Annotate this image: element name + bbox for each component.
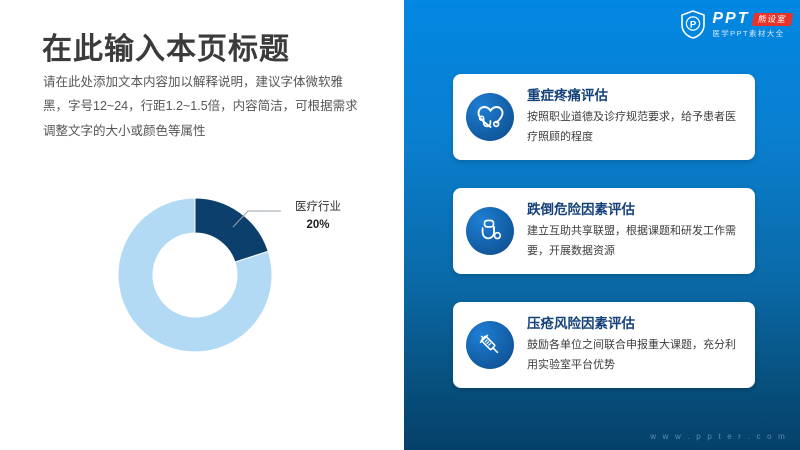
feature-card-1-title: 重症疼痛评估 [527, 88, 608, 104]
feature-card-3-body: 压疮风险因素评估 鼓励各单位之间联合申报重大课题，充分利用实验室平台优势 [527, 315, 753, 375]
feature-card-3[interactable]: 压疮风险因素评估 鼓励各单位之间联合申报重大课题，充分利用实验室平台优势 [453, 302, 755, 388]
shield-icon: P [681, 9, 706, 39]
chart-data-label: 医疗行业 20% [282, 199, 354, 235]
feature-card-1[interactable]: 重症疼痛评估 按照职业道德及诊疗规范要求，给予患者医疗照顾的程度 [453, 74, 755, 160]
feature-card-1-description: 按照职业道德及诊疗规范要求，给予患者医疗照顾的程度 [527, 111, 736, 143]
feature-card-3-description: 鼓励各单位之间联合申报重大课题，充分利用实验室平台优势 [527, 339, 736, 371]
donut-chart-svg [117, 197, 273, 353]
right-panel: P PPT 熊设室 医学PPT素材大全 [404, 0, 800, 450]
feature-card-3-title: 压疮风险因素评估 [527, 316, 635, 332]
donut-chart [117, 197, 273, 353]
donut-hole [153, 233, 237, 317]
chart-label-category: 医疗行业 [295, 201, 341, 213]
watermark: w w w . p p t e r . c o m [650, 432, 787, 441]
brand-logo[interactable]: P PPT 熊设室 医学PPT素材大全 [680, 9, 794, 39]
left-panel: 在此输入本页标题 请在此处添加文本内容加以解释说明，建议字体微软雅黑，字号12~… [42, 33, 358, 353]
feature-card-2-body: 跌倒危险因素评估 建立互助共享联盟，根据课题和研发工作需要，开展数据资源 [527, 201, 753, 261]
feature-card-1-body: 重症疼痛评估 按照职业道德及诊疗规范要求，给予患者医疗照顾的程度 [527, 87, 753, 147]
heart-stethoscope-icon [466, 93, 514, 141]
chart-label-percent: 20% [306, 219, 330, 232]
feature-card-2-description: 建立互助共享联盟，根据课题和研发工作需要，开展数据资源 [527, 225, 736, 257]
logo-tagline: 医学PPT素材大全 [712, 28, 785, 38]
logo-text-block: PPT 熊设室 医学PPT素材大全 [712, 9, 794, 38]
page-title: 在此输入本页标题 [42, 33, 290, 66]
syringe-icon [466, 321, 514, 369]
page-description: 请在此处添加文本内容加以解释说明，建议字体微软雅黑，字号12~24，行距1.2~… [43, 75, 358, 138]
logo-badge: 熊设室 [752, 12, 794, 25]
svg-text:P: P [690, 19, 697, 30]
logo-brand-text: PPT [712, 9, 750, 27]
feature-card-2-title: 跌倒危险因素评估 [527, 202, 635, 218]
feature-card-list: 重症疼痛评估 按照职业道德及诊疗规范要求，给予患者医疗照顾的程度 跌倒危险因素评… [453, 74, 755, 416]
stethoscope-icon [466, 207, 514, 255]
feature-card-2[interactable]: 跌倒危险因素评估 建立互助共享联盟，根据课题和研发工作需要，开展数据资源 [453, 188, 755, 274]
logo-top-row: PPT 熊设室 [712, 9, 794, 27]
